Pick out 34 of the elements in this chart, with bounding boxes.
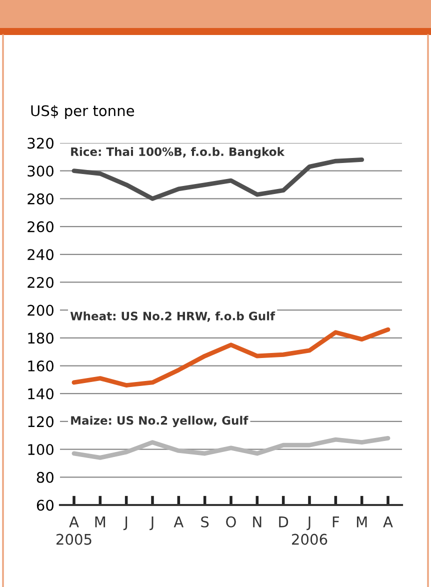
x-tick-label: M — [356, 516, 367, 528]
y-tick-label: 240 — [28, 249, 54, 260]
y-tick-label: 300 — [28, 166, 54, 177]
x-tick-label: O — [226, 516, 236, 528]
x-tick-label: S — [201, 516, 209, 528]
x-tick-label: M — [95, 516, 106, 528]
y-tick-label: 220 — [28, 276, 54, 288]
y-tick-label: 80 — [36, 472, 54, 483]
series-label: Rice: Thai 100%B, f.o.b. Bangkok — [71, 147, 285, 158]
y-tick-label: 100 — [28, 444, 54, 456]
text: Wheat: US No.2 HRW, f.o.b Gulf — [70, 311, 276, 322]
x-tick-label: A — [174, 516, 184, 528]
x-tick-label: A 2005 — [56, 516, 92, 545]
x-tick-label: D — [279, 516, 288, 528]
x-tick-label: F — [332, 516, 340, 528]
y-tick-label: 180 — [28, 332, 54, 344]
y-tick-label: 120 — [28, 416, 54, 428]
y-tick-label: 60 — [36, 500, 54, 511]
y-tick-label: 280 — [28, 193, 54, 204]
x-tick-label: N — [253, 516, 262, 528]
x-tick-label: J 2006 — [292, 516, 328, 545]
y-tick-label: 160 — [28, 360, 54, 372]
y-tick-label: 320 — [28, 138, 54, 149]
x-tick-label: J — [123, 516, 128, 530]
x-tick-label: J — [150, 516, 154, 530]
y-tick-label: 260 — [28, 221, 54, 232]
series-label: Maize: US No.2 yellow, Gulf — [71, 416, 248, 428]
y-tick-label: 140 — [28, 388, 54, 400]
line-series — [72, 327, 390, 388]
y-tick-label: 200 — [28, 304, 54, 316]
line-series — [72, 157, 364, 201]
y-axis-title: US$ per tonne — [31, 104, 134, 120]
x-tick-label: A — [383, 516, 393, 528]
line-series — [72, 436, 390, 460]
